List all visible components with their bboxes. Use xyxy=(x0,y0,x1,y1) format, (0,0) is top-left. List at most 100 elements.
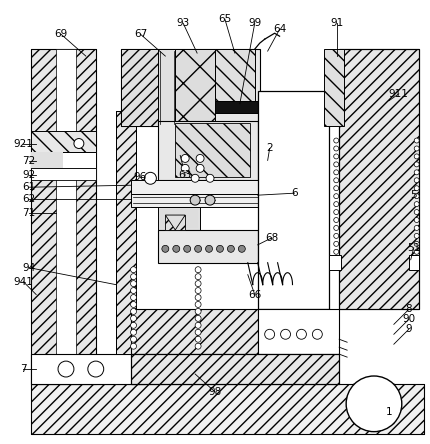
Bar xyxy=(175,123,249,177)
Circle shape xyxy=(196,155,203,163)
Circle shape xyxy=(195,329,201,335)
Circle shape xyxy=(413,162,418,167)
Bar xyxy=(158,207,200,230)
Text: 941: 941 xyxy=(13,277,33,287)
Bar xyxy=(158,230,257,263)
Circle shape xyxy=(227,246,234,252)
Bar xyxy=(215,101,259,113)
Bar xyxy=(31,152,63,168)
Circle shape xyxy=(333,162,338,167)
Text: 69: 69 xyxy=(54,29,68,39)
Bar xyxy=(31,168,95,180)
Circle shape xyxy=(195,301,201,307)
Circle shape xyxy=(312,329,322,339)
Circle shape xyxy=(333,186,338,191)
Bar xyxy=(158,121,257,180)
Circle shape xyxy=(413,186,418,191)
Circle shape xyxy=(264,329,274,339)
Text: 99: 99 xyxy=(248,18,261,28)
Text: 64: 64 xyxy=(272,24,286,34)
Circle shape xyxy=(333,170,338,175)
Bar xyxy=(120,49,160,126)
Circle shape xyxy=(345,376,401,432)
Polygon shape xyxy=(165,215,185,230)
Circle shape xyxy=(413,170,418,175)
Text: 7: 7 xyxy=(20,364,27,374)
Bar xyxy=(130,309,257,354)
Circle shape xyxy=(190,195,200,205)
Circle shape xyxy=(58,361,74,377)
Circle shape xyxy=(195,322,201,328)
Circle shape xyxy=(333,218,338,222)
Text: 93: 93 xyxy=(176,18,189,28)
Bar xyxy=(31,152,95,168)
Bar xyxy=(329,255,341,270)
Circle shape xyxy=(130,309,136,314)
Bar xyxy=(130,194,259,207)
Text: 72: 72 xyxy=(22,156,36,166)
Circle shape xyxy=(206,174,214,182)
Circle shape xyxy=(130,294,136,301)
Circle shape xyxy=(333,250,338,254)
Circle shape xyxy=(195,336,201,342)
Text: 63: 63 xyxy=(178,170,191,180)
Bar xyxy=(175,49,215,126)
Circle shape xyxy=(296,329,306,339)
Circle shape xyxy=(413,194,418,198)
Circle shape xyxy=(130,322,136,328)
Circle shape xyxy=(195,281,201,286)
Text: 98: 98 xyxy=(208,387,221,397)
Circle shape xyxy=(413,242,418,246)
Circle shape xyxy=(333,210,338,214)
Bar xyxy=(130,354,338,384)
Bar xyxy=(120,49,259,126)
Circle shape xyxy=(130,267,136,273)
Text: 5: 5 xyxy=(409,190,416,200)
Text: 66: 66 xyxy=(248,289,261,300)
Circle shape xyxy=(74,139,84,148)
Circle shape xyxy=(195,267,201,273)
Circle shape xyxy=(333,234,338,238)
Circle shape xyxy=(205,195,215,205)
Bar xyxy=(257,91,329,309)
Text: 921: 921 xyxy=(13,139,33,148)
Circle shape xyxy=(130,301,136,307)
Bar xyxy=(165,215,185,230)
Bar xyxy=(408,255,418,270)
Circle shape xyxy=(144,172,156,184)
Circle shape xyxy=(413,146,418,151)
Text: 71: 71 xyxy=(22,208,36,218)
Circle shape xyxy=(194,246,201,252)
Circle shape xyxy=(413,210,418,214)
Circle shape xyxy=(195,309,201,314)
Circle shape xyxy=(130,274,136,280)
Circle shape xyxy=(333,138,338,143)
Circle shape xyxy=(413,226,418,230)
Text: 90: 90 xyxy=(401,314,415,325)
Bar xyxy=(31,354,145,384)
Bar xyxy=(323,49,344,126)
Circle shape xyxy=(195,294,201,301)
Text: 9: 9 xyxy=(405,324,411,334)
Circle shape xyxy=(216,246,223,252)
Circle shape xyxy=(413,202,418,206)
Circle shape xyxy=(413,178,418,183)
Text: 62: 62 xyxy=(22,194,36,204)
Circle shape xyxy=(130,315,136,321)
Circle shape xyxy=(130,343,136,349)
Text: 94: 94 xyxy=(22,263,36,273)
Text: 92: 92 xyxy=(22,170,36,180)
Circle shape xyxy=(413,234,418,238)
Circle shape xyxy=(333,154,338,159)
Circle shape xyxy=(280,329,290,339)
Circle shape xyxy=(172,246,179,252)
Bar xyxy=(130,354,338,384)
Bar xyxy=(338,49,418,309)
Circle shape xyxy=(413,218,418,222)
Circle shape xyxy=(205,246,212,252)
Text: 91: 91 xyxy=(330,18,343,28)
Text: 8: 8 xyxy=(405,305,411,314)
Bar xyxy=(31,49,95,384)
Circle shape xyxy=(413,154,418,159)
Bar xyxy=(257,309,338,354)
